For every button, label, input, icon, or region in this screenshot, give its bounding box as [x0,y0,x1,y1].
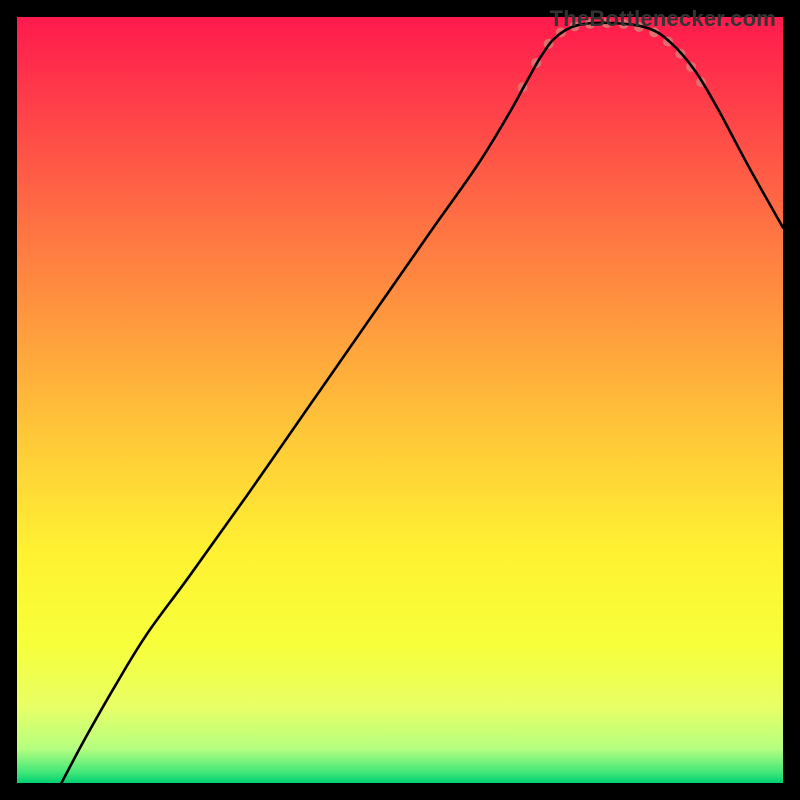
chart-frame: TheBottlenecker.com [0,0,800,800]
bottleneck-curve [61,23,783,783]
bottleneck-curve-layer [17,17,783,783]
plot-area [17,17,783,783]
watermark-text: TheBottlenecker.com [550,6,776,32]
